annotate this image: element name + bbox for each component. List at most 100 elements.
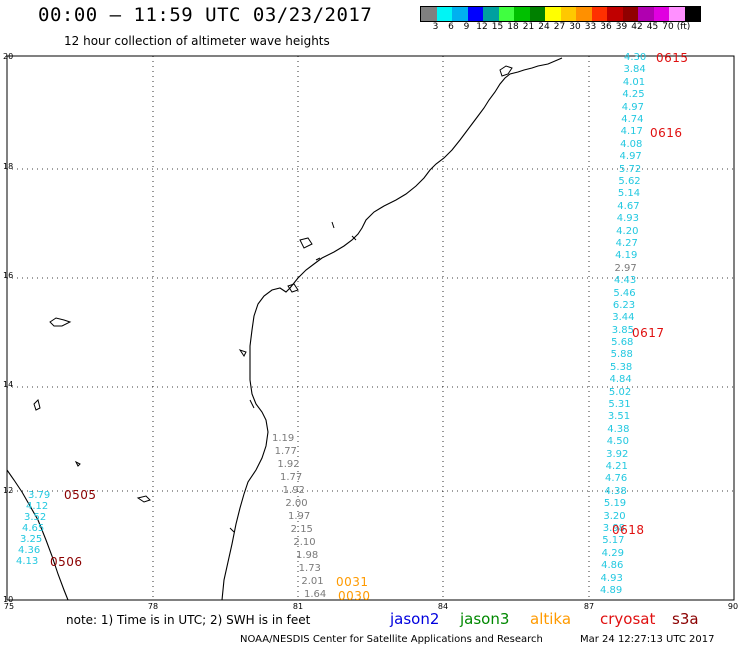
- colorbar-swatch: [560, 7, 576, 21]
- colorbar-label: 21: [522, 22, 535, 32]
- wave-height-value: 1.73: [298, 563, 321, 574]
- pass-label: 0616: [650, 126, 683, 140]
- colorbar-label: (ft): [676, 22, 691, 32]
- lat-label: 12: [3, 486, 14, 495]
- colorbar-label: 70: [662, 22, 674, 32]
- wave-height-value: 5.72: [618, 163, 642, 175]
- colorbar-label: 39: [615, 22, 628, 32]
- wave-height-value: 1.92: [282, 485, 305, 496]
- lon-label: 90: [727, 602, 739, 611]
- lat-label: 20: [3, 52, 14, 61]
- lon-label: 78: [147, 602, 159, 611]
- colorbar-label: 36: [600, 22, 612, 32]
- colorbar-swatch: [452, 7, 468, 21]
- pass-label: 0506: [50, 555, 83, 569]
- satellite-legend-jason2: jason2: [390, 610, 440, 628]
- colorbar-label: 9: [463, 22, 470, 32]
- wave-height-value: 1.77: [280, 472, 303, 483]
- lat-label: 16: [3, 271, 14, 280]
- wave-height-value: 4.21: [605, 461, 628, 473]
- colorbar-swatch: [483, 7, 499, 21]
- lon-label: 81: [292, 602, 304, 611]
- map-subtitle: 12 hour collection of altimeter wave hei…: [64, 34, 330, 48]
- wave-height-value: 4.84: [609, 374, 632, 386]
- pass-label: 0617: [632, 326, 665, 340]
- wave-height-value: 3.98: [602, 523, 626, 535]
- colorbar-swatch: [545, 7, 561, 21]
- footer-note: note: 1) Time is in UTC; 2) SWH is in fe…: [66, 613, 311, 627]
- wave-height-value: 2.00: [285, 498, 308, 509]
- wave-height-value: 4.19: [615, 250, 638, 262]
- wave-height-value: 5.17: [602, 535, 625, 547]
- pass-label: 0615: [656, 51, 689, 65]
- wave-height-colorbar: [420, 6, 701, 22]
- wave-height-value: 1.77: [274, 446, 297, 457]
- coastline-detail: [229, 65, 513, 533]
- colorbar-swatch: [622, 7, 638, 21]
- colorbar-label: 18: [507, 22, 519, 32]
- wave-height-value: 5.38: [610, 361, 633, 373]
- wave-height-value: 4.30: [624, 52, 647, 63]
- wave-height-value: 6.23: [612, 299, 636, 311]
- wave-height-value: 5.02: [608, 386, 632, 398]
- wave-height-value: 1.92: [277, 459, 300, 470]
- wave-height-value: 5.88: [610, 349, 633, 361]
- satellite-legend-jason3: jason3: [460, 610, 510, 628]
- colorbar-swatch: [684, 7, 700, 21]
- wave-height-value: 4.74: [621, 113, 644, 125]
- map-grid: [7, 56, 734, 600]
- colorbar-swatch: [591, 7, 607, 21]
- colorbar-label: 45: [646, 22, 659, 32]
- island: [49, 317, 72, 327]
- colorbar-label: 27: [553, 22, 566, 32]
- wave-height-value: 2.01: [301, 576, 324, 587]
- lat-label: 14: [3, 380, 14, 389]
- satellite-legend-s3a: s3a: [672, 610, 699, 628]
- lon-label: 75: [3, 602, 15, 611]
- wave-height-value: 3.25: [20, 534, 43, 545]
- wave-height-value: 3.44: [612, 312, 635, 324]
- lon-label: 84: [437, 602, 449, 611]
- island: [74, 460, 81, 467]
- colorbar-label: 6: [448, 22, 454, 32]
- wave-height-value: 4.65: [22, 523, 45, 534]
- lon-label: 87: [583, 602, 595, 611]
- colorbar-swatch: [467, 7, 483, 21]
- wave-height-value: 3.92: [606, 448, 629, 460]
- wave-height-value: 4.89: [600, 585, 623, 596]
- pass-label: 0031: [336, 575, 369, 589]
- colorbar-swatch: [638, 7, 654, 21]
- coastline: [221, 57, 563, 601]
- map-frame: [6, 55, 735, 601]
- colorbar-swatch: [576, 7, 592, 21]
- colorbar-swatch: [421, 7, 437, 21]
- wave-height-value: 4.36: [18, 545, 41, 556]
- wave-height-value: 5.46: [613, 287, 636, 299]
- wave-height-value: 5.19: [603, 498, 627, 510]
- colorbar-swatch: [653, 7, 669, 21]
- pass-label: 0505: [64, 488, 97, 502]
- wave-height-value: 4.25: [622, 89, 645, 101]
- wave-height-value: 3.52: [24, 512, 47, 523]
- wave-height-value: 4.43: [613, 275, 637, 287]
- wave-height-value: 3.84: [623, 64, 646, 76]
- wave-height-value: 4.76: [605, 473, 628, 485]
- wave-height-value: 4.08: [620, 138, 643, 150]
- wave-height-value: 4.97: [619, 151, 642, 163]
- wave-height-value: 4.13: [16, 556, 39, 567]
- wave-height-value: 2.15: [290, 524, 313, 535]
- wave-height-value: 1.64: [304, 589, 327, 600]
- wave-height-value: 4.38: [604, 485, 627, 497]
- colorbar-label: 3: [432, 22, 439, 32]
- wave-height-value: 3.79: [28, 490, 51, 501]
- colorbar-label: 12: [476, 22, 488, 32]
- wave-height-value: 4.93: [600, 572, 623, 584]
- satellite-legend-altika: altika: [530, 610, 572, 628]
- colorbar-swatch: [436, 7, 452, 21]
- wave-height-value: 4.50: [606, 436, 629, 448]
- lat-label: 10: [3, 595, 14, 604]
- wave-height-value: 4.29: [601, 547, 624, 559]
- wave-height-value: 5.68: [611, 337, 634, 349]
- wave-height-value: 4.93: [616, 213, 639, 225]
- satellite-legend-cryosat: cryosat: [600, 610, 656, 628]
